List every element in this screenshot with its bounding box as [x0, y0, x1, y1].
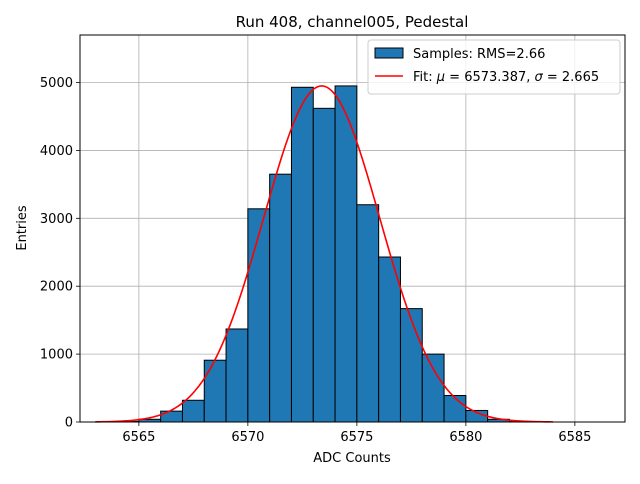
histogram-bar	[247, 208, 271, 423]
histogram-bar	[399, 308, 423, 423]
histogram-bar	[290, 86, 314, 423]
mu-symbol: μ	[436, 70, 445, 85]
legend-histogram-label: Samples: RMS=2.66	[413, 47, 545, 62]
legend-box	[367, 39, 621, 95]
histogram-bar	[334, 85, 358, 423]
histogram-bar	[312, 107, 336, 423]
y-axis-ticks: 0 1000 2000 3000 4000 5000	[40, 76, 80, 431]
x-tick-label: 6570	[231, 430, 264, 445]
y-tick-label: 3000	[40, 212, 73, 227]
fit-label-prefix: Fit:	[413, 70, 437, 85]
x-tick-label: 6575	[340, 430, 373, 445]
y-tick-label: 2000	[40, 280, 73, 295]
x-tick-label: 6580	[449, 430, 482, 445]
mu-value-text: = 6573.387,	[445, 70, 534, 85]
fit-curve	[95, 85, 554, 423]
histogram-bar	[356, 204, 380, 423]
x-tick-label: 6565	[122, 430, 155, 445]
legend-fit-label: Fit: μ = 6573.387, σ = 2.665	[413, 70, 599, 85]
legend-histogram-swatch	[374, 47, 404, 59]
y-tick-label: 0	[65, 416, 73, 431]
x-axis-ticks: 6565 6570 6575 6580 6585	[122, 422, 591, 445]
x-axis-label: ADC Counts	[313, 451, 391, 466]
histogram-bar	[203, 359, 227, 423]
y-axis-label: Entries	[15, 205, 30, 251]
histogram-bar	[421, 353, 445, 423]
legend: Samples: RMS=2.66 Fit: μ = 6573.387, σ =…	[367, 39, 621, 95]
y-tick-label: 4000	[40, 144, 73, 159]
histogram-bar	[225, 328, 249, 423]
fit-curve-layer	[95, 85, 554, 423]
histogram-bar	[443, 395, 467, 423]
plot-frame	[79, 34, 626, 423]
histogram-bar	[181, 399, 205, 423]
y-tick-label: 1000	[40, 348, 73, 363]
x-tick-label: 6585	[558, 430, 591, 445]
chart-title: Run 408, channel005, Pedestal	[236, 13, 469, 31]
histogram-bar	[269, 173, 292, 423]
sigma-symbol: σ	[535, 70, 544, 85]
sigma-value-text: = 2.665	[543, 70, 599, 85]
histogram-bar	[378, 256, 401, 423]
histogram-bars	[116, 85, 532, 423]
y-tick-label: 5000	[40, 76, 73, 91]
